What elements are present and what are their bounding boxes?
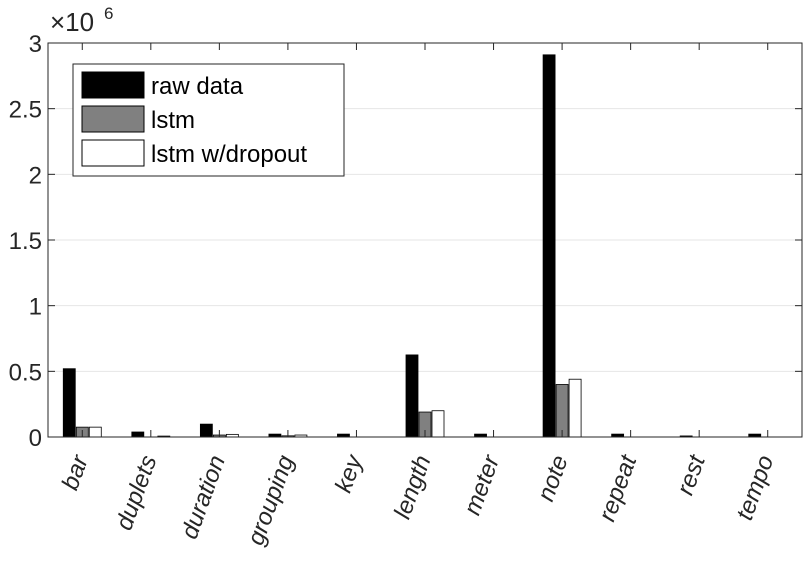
x-tick-label: rest (672, 451, 712, 499)
y-axis: 0 0.5 1 1.5 2 2.5 3 (9, 31, 802, 452)
x-tick-label: duplets (111, 452, 163, 534)
y-tick-label: 3 (29, 31, 42, 58)
bar-lstm-w-dropout (88, 426, 102, 438)
exponent-power: 6 (104, 4, 113, 23)
bar-raw-data (62, 368, 76, 438)
legend-swatch (81, 71, 145, 99)
bar-raw-data (542, 54, 556, 438)
bar-lstm-w-dropout (431, 410, 445, 438)
y-tick-label: 1 (29, 294, 42, 321)
x-tick-label: repeat (594, 451, 643, 525)
y-tick-label: 1.5 (9, 228, 42, 255)
bar-lstm-w-dropout (568, 378, 582, 438)
x-tick-label: tempo (731, 452, 779, 524)
exponent-base: ×10 (50, 7, 94, 37)
y-axis-exponent: ×10 6 (50, 4, 113, 37)
legend-swatch (81, 105, 145, 133)
legend-label: lstm w/dropout (151, 141, 307, 168)
y-tick-label: 0.5 (9, 359, 42, 386)
legend: raw data lstm lstm w/dropout (72, 63, 345, 177)
y-tick-label: 2.5 (9, 97, 42, 124)
legend-swatch (81, 139, 145, 167)
bar-raw-data (199, 423, 213, 438)
x-tick-label: duration (176, 452, 231, 543)
bar-raw-data (131, 431, 145, 438)
y-tick-label: 0 (29, 425, 42, 452)
x-tick-label: key (330, 450, 369, 496)
bar-raw-data (405, 354, 419, 438)
x-tick-label: grouping (242, 451, 300, 549)
y-tick-label: 2 (29, 162, 42, 189)
bar-lstm (555, 384, 569, 438)
legend-label: lstm (151, 107, 195, 134)
x-tick-label: length (389, 452, 437, 523)
x-tick-label: note (532, 452, 573, 505)
x-tick-label: meter (459, 451, 506, 519)
legend-label: raw data (151, 73, 244, 100)
x-tick-label: bar (57, 451, 95, 494)
